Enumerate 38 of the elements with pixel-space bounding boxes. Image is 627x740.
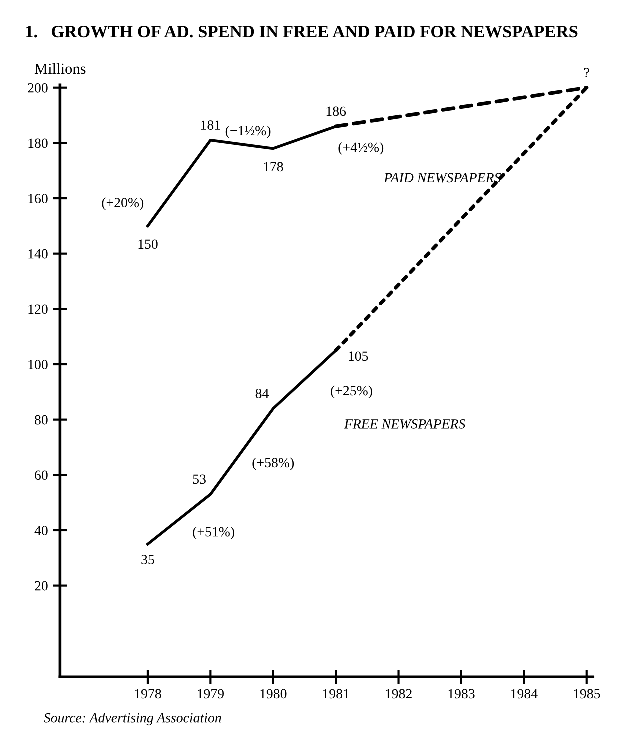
data-label: 105 — [349, 352, 368, 362]
y-tick-label: 100 — [28, 360, 48, 370]
data-label: 84 — [256, 388, 269, 398]
data-label: 178 — [264, 162, 284, 172]
x-tick-label: 1978 — [135, 689, 162, 699]
x-tick-label: 1981 — [323, 689, 350, 699]
annotation: (−1½%) — [226, 126, 271, 138]
y-tick-label: 40 — [34, 526, 48, 536]
x-tick-label: 1982 — [386, 689, 412, 699]
annotation: (+20%) — [102, 198, 144, 210]
x-tick-label: 1985 — [574, 689, 600, 699]
y-tick-label: 160 — [28, 194, 48, 204]
y-tick-label: 20 — [35, 581, 48, 591]
annotation: (+58%) — [252, 458, 294, 470]
data-label: 35 — [142, 555, 154, 564]
data-label: 53 — [193, 474, 206, 484]
x-tick-label: 1980 — [260, 689, 287, 699]
x-tick-label: 1984 — [512, 689, 538, 699]
text: FREE NEWSPAPERS — [344, 420, 466, 429]
chart-title: 1. GROWTH OF AD. SPEND IN FREE AND PAID FOR NEWSPAPERS — [26, 26, 578, 38]
y-tick-label: 200 — [28, 83, 48, 93]
annotation: (+25%) — [331, 386, 372, 398]
x-tick-label: 1979 — [198, 689, 224, 699]
y-tick-label: 120 — [28, 304, 48, 314]
y-tick-label: 60 — [35, 470, 48, 480]
x-tick-label: 1983 — [448, 689, 475, 699]
annotation: (+4½%) — [338, 142, 384, 156]
annotation: (+51%) — [193, 526, 234, 540]
data-label: ? — [584, 68, 590, 78]
data-label: 150 — [138, 240, 158, 250]
y-axis-title: Millions — [34, 63, 86, 74]
y-tick-label: 180 — [28, 138, 48, 148]
y-tick-label: 140 — [28, 249, 48, 259]
data-label: 181 — [201, 120, 220, 130]
y-tick-label: 80 — [35, 415, 48, 425]
text: PAID NEWSPAPERS — [384, 173, 502, 183]
source-note: Source: Advertising Association — [44, 712, 222, 726]
data-label: 186 — [326, 106, 346, 116]
